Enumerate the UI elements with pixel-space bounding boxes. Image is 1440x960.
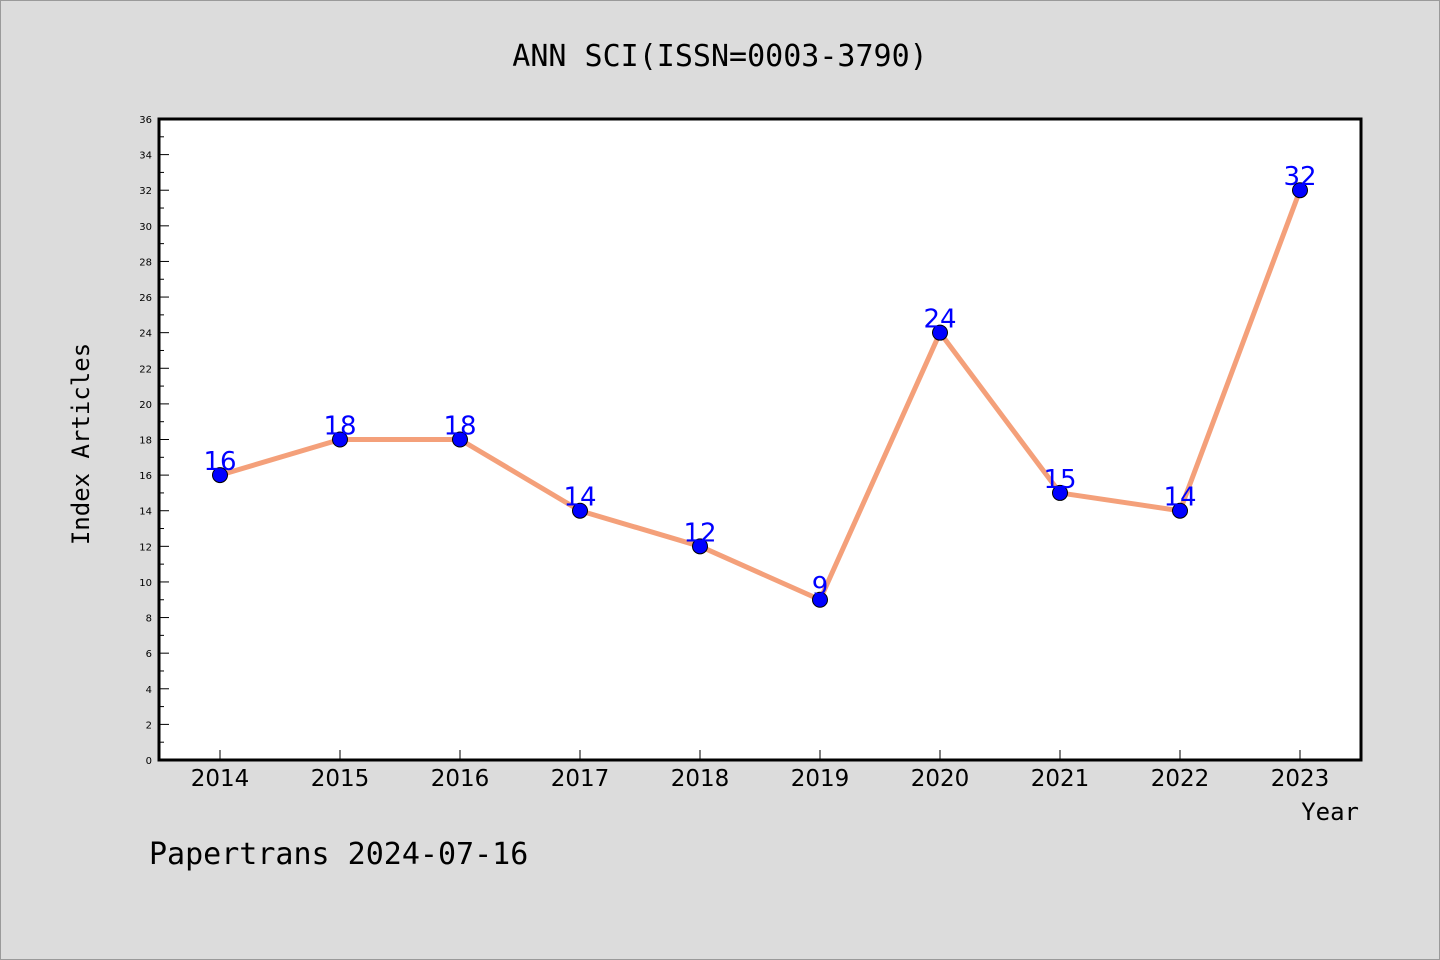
series-line (219, 189, 1303, 603)
y-tick-label: 32 (139, 186, 152, 197)
y-tick-label: 8 (146, 614, 152, 625)
data-point (1292, 182, 1308, 199)
y-tick-label: 2 (146, 720, 152, 731)
data-label: 16 (203, 447, 236, 477)
chart-title: ANN SCI(ISSN=0003-3790) (512, 39, 927, 74)
data-label: 18 (443, 412, 476, 442)
y-tick-label: 36 (139, 115, 152, 126)
data-point (212, 467, 228, 484)
y-axis-title: Index Articles (67, 343, 95, 545)
footer-source-date: Papertrans 2024-07-16 (149, 837, 528, 872)
data-point (812, 591, 828, 608)
data-point (932, 324, 948, 341)
data-point (452, 431, 468, 448)
x-tick-label: 2023 (1271, 766, 1330, 792)
x-tick-label: 2022 (1151, 766, 1210, 792)
y-tick-label: 4 (146, 685, 152, 696)
data-label: 32 (1283, 162, 1316, 192)
x-tick-label: 2017 (551, 766, 610, 792)
y-tick-label: 26 (139, 293, 152, 304)
x-tick-label: 2020 (911, 766, 970, 792)
x-tick-label: 2019 (791, 766, 850, 792)
data-point (1172, 502, 1188, 519)
data-label: 9 (812, 572, 829, 602)
x-tick-label: 2021 (1031, 766, 1090, 792)
data-point (1052, 484, 1068, 501)
x-tick-label: 2018 (671, 766, 730, 792)
y-tick-label: 24 (139, 329, 152, 340)
y-tick-label: 16 (139, 471, 152, 482)
x-tick-label: 2015 (311, 766, 370, 792)
data-point (332, 431, 348, 448)
y-tick-label: 10 (139, 578, 152, 589)
y-tick-label: 12 (139, 542, 152, 553)
data-label: 12 (683, 518, 716, 548)
data-label: 14 (563, 483, 596, 513)
y-tick-label: 6 (146, 649, 152, 660)
x-tick-label: 2014 (191, 766, 250, 792)
y-tick-label: 28 (139, 257, 152, 268)
series-index-articles: 16 18 18 14 12 9 24 15 14 32 (203, 162, 1317, 608)
data-label: 14 (1163, 483, 1196, 513)
y-tick-label: 18 (139, 436, 152, 447)
y-tick-label: 22 (139, 364, 152, 375)
y-tick-label: 0 (146, 756, 152, 767)
y-tick-label: 14 (139, 507, 152, 518)
x-axis-title: Year (1301, 798, 1359, 826)
y-tick-label: 20 (139, 400, 152, 411)
data-label: 18 (323, 412, 356, 442)
data-label: 15 (1043, 465, 1076, 495)
x-axis: 2014 2015 2016 2017 2018 2019 2020 2021 2022 2023 (191, 750, 1330, 792)
x-tick-label: 2016 (431, 766, 490, 792)
y-tick-label: 34 (139, 151, 152, 162)
data-label: 24 (923, 305, 956, 335)
data-point (572, 502, 588, 519)
data-point (692, 538, 708, 555)
y-tick-label: 30 (139, 222, 152, 233)
